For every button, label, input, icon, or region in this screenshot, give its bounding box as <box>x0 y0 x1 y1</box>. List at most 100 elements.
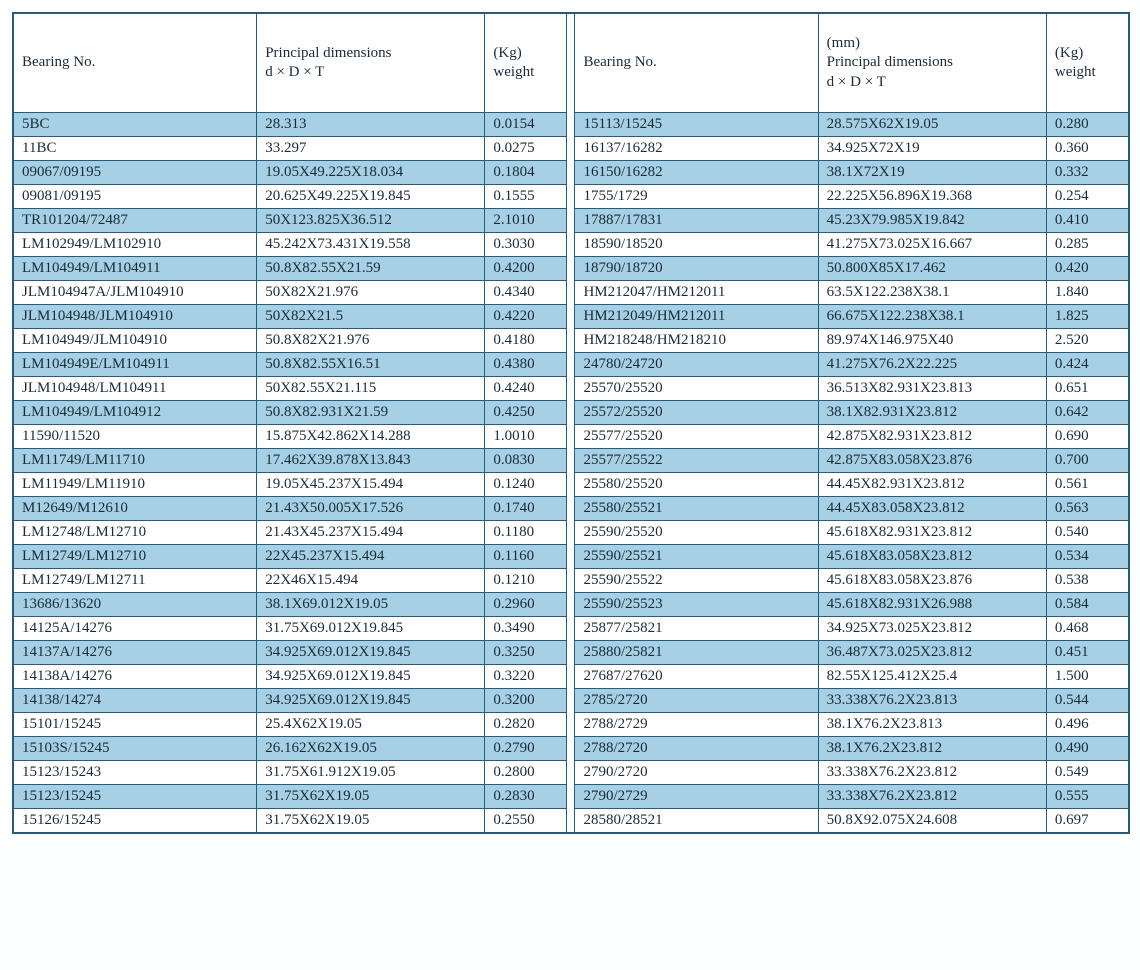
cell-dimensions-right: 45.618X83.058X23.812 <box>818 545 1046 569</box>
cell-dimensions-left: 19.05X49.225X18.034 <box>257 161 485 185</box>
cell-dimensions-left: 31.75X62X19.05 <box>257 785 485 809</box>
cell-bearing-right: 2788/2720 <box>575 737 818 761</box>
cell-dimensions-left: 19.05X45.237X15.494 <box>257 473 485 497</box>
cell-weight-right: 2.520 <box>1046 329 1128 353</box>
cell-weight-right: 0.563 <box>1046 497 1128 521</box>
cell-bearing-right: 2785/2720 <box>575 689 818 713</box>
cell-dimensions-right: 42.875X83.058X23.876 <box>818 449 1046 473</box>
cell-weight-left: 0.3250 <box>485 641 567 665</box>
header-label: d × D × T <box>827 74 886 90</box>
cell-bearing-right: 25580/25521 <box>575 497 818 521</box>
cell-bearing-right: HM212047/HM212011 <box>575 281 818 305</box>
cell-dimensions-left: 22X46X15.494 <box>257 569 485 593</box>
cell-bearing-left: LM104949/LM104911 <box>14 257 257 281</box>
cell-dimensions-left: 21.43X50.005X17.526 <box>257 497 485 521</box>
cell-dimensions-left: 15.875X42.862X14.288 <box>257 425 485 449</box>
table-row: JLM104947A/JLM10491050X82X21.9760.4340HM… <box>14 281 1129 305</box>
table-row: 15123/1524531.75X62X19.050.28302790/2729… <box>14 785 1129 809</box>
cell-bearing-right: 25590/25521 <box>575 545 818 569</box>
column-gap <box>567 401 575 425</box>
cell-bearing-left: JLM104948/LM104911 <box>14 377 257 401</box>
cell-dimensions-right: 45.23X79.985X19.842 <box>818 209 1046 233</box>
header-bearing-right: Bearing No. <box>575 14 818 113</box>
cell-bearing-left: 11BC <box>14 137 257 161</box>
cell-dimensions-left: 50.8X82X21.976 <box>257 329 485 353</box>
cell-bearing-left: 13686/13620 <box>14 593 257 617</box>
cell-weight-left: 0.4380 <box>485 353 567 377</box>
cell-bearing-right: 16137/16282 <box>575 137 818 161</box>
cell-dimensions-left: 33.297 <box>257 137 485 161</box>
table-row: 5BC28.3130.015415113/1524528.575X62X19.0… <box>14 113 1129 137</box>
cell-dimensions-right: 45.618X83.058X23.876 <box>818 569 1046 593</box>
cell-weight-right: 0.420 <box>1046 257 1128 281</box>
cell-weight-right: 0.285 <box>1046 233 1128 257</box>
bearing-table-container: Bearing No. Principal dimensions d × D ×… <box>12 12 1130 834</box>
cell-weight-left: 0.4220 <box>485 305 567 329</box>
column-gap <box>567 521 575 545</box>
cell-weight-left: 0.1804 <box>485 161 567 185</box>
cell-dimensions-left: 45.242X73.431X19.558 <box>257 233 485 257</box>
cell-bearing-left: 15123/15243 <box>14 761 257 785</box>
cell-bearing-left: LM12748/LM12710 <box>14 521 257 545</box>
cell-bearing-left: LM104949/LM104912 <box>14 401 257 425</box>
cell-dimensions-right: 33.338X76.2X23.812 <box>818 785 1046 809</box>
cell-dimensions-left: 26.162X62X19.05 <box>257 737 485 761</box>
cell-weight-left: 0.1160 <box>485 545 567 569</box>
cell-bearing-right: 28580/28521 <box>575 809 818 833</box>
table-row: LM104949/LM10491150.8X82.55X21.590.42001… <box>14 257 1129 281</box>
cell-dimensions-right: 38.1X72X19 <box>818 161 1046 185</box>
header-weight-left: (Kg) weight <box>485 14 567 113</box>
cell-weight-right: 0.410 <box>1046 209 1128 233</box>
cell-dimensions-right: 34.925X72X19 <box>818 137 1046 161</box>
table-row: 14137A/1427634.925X69.012X19.8450.325025… <box>14 641 1129 665</box>
cell-weight-left: 0.4250 <box>485 401 567 425</box>
cell-dimensions-right: 44.45X82.931X23.812 <box>818 473 1046 497</box>
column-gap <box>567 185 575 209</box>
table-row: JLM104948/JLM10491050X82X21.50.4220HM212… <box>14 305 1129 329</box>
cell-bearing-left: JLM104947A/JLM104910 <box>14 281 257 305</box>
cell-dimensions-left: 21.43X45.237X15.494 <box>257 521 485 545</box>
cell-weight-left: 0.2550 <box>485 809 567 833</box>
cell-weight-right: 0.642 <box>1046 401 1128 425</box>
cell-dimensions-right: 45.618X82.931X26.988 <box>818 593 1046 617</box>
column-gap <box>567 257 575 281</box>
column-gap <box>567 113 575 137</box>
cell-weight-left: 0.4340 <box>485 281 567 305</box>
cell-bearing-right: 25577/25520 <box>575 425 818 449</box>
cell-weight-left: 1.0010 <box>485 425 567 449</box>
cell-dimensions-left: 38.1X69.012X19.05 <box>257 593 485 617</box>
header-label: Principal dimensions <box>827 54 953 70</box>
cell-dimensions-right: 41.275X76.2X22.225 <box>818 353 1046 377</box>
table-row: LM12749/LM1271022X45.237X15.4940.1160255… <box>14 545 1129 569</box>
cell-weight-right: 1.840 <box>1046 281 1128 305</box>
cell-dimensions-right: 38.1X76.2X23.813 <box>818 713 1046 737</box>
cell-weight-left: 0.3220 <box>485 665 567 689</box>
cell-weight-right: 0.360 <box>1046 137 1128 161</box>
cell-bearing-right: 25577/25522 <box>575 449 818 473</box>
cell-bearing-left: 09081/09195 <box>14 185 257 209</box>
cell-weight-left: 0.2820 <box>485 713 567 737</box>
table-row: JLM104948/LM10491150X82.55X21.1150.42402… <box>14 377 1129 401</box>
cell-weight-right: 0.651 <box>1046 377 1128 401</box>
table-body: 5BC28.3130.015415113/1524528.575X62X19.0… <box>14 113 1129 833</box>
cell-dimensions-left: 20.625X49.225X19.845 <box>257 185 485 209</box>
table-row: LM104949/LM10491250.8X82.931X21.590.4250… <box>14 401 1129 425</box>
column-gap <box>567 233 575 257</box>
cell-bearing-left: 15126/15245 <box>14 809 257 833</box>
cell-weight-left: 0.2800 <box>485 761 567 785</box>
cell-bearing-right: 25572/25520 <box>575 401 818 425</box>
cell-dimensions-right: 22.225X56.896X19.368 <box>818 185 1046 209</box>
column-gap <box>567 449 575 473</box>
cell-bearing-right: 25590/25520 <box>575 521 818 545</box>
cell-weight-left: 0.0830 <box>485 449 567 473</box>
cell-weight-left: 0.3030 <box>485 233 567 257</box>
cell-weight-left: 0.3200 <box>485 689 567 713</box>
table-row: 15123/1524331.75X61.912X19.050.28002790/… <box>14 761 1129 785</box>
cell-bearing-left: 14137A/14276 <box>14 641 257 665</box>
column-gap <box>567 761 575 785</box>
cell-bearing-left: 11590/11520 <box>14 425 257 449</box>
column-gap <box>567 689 575 713</box>
cell-bearing-right: HM218248/HM218210 <box>575 329 818 353</box>
cell-dimensions-left: 50.8X82.55X16.51 <box>257 353 485 377</box>
cell-weight-right: 0.549 <box>1046 761 1128 785</box>
